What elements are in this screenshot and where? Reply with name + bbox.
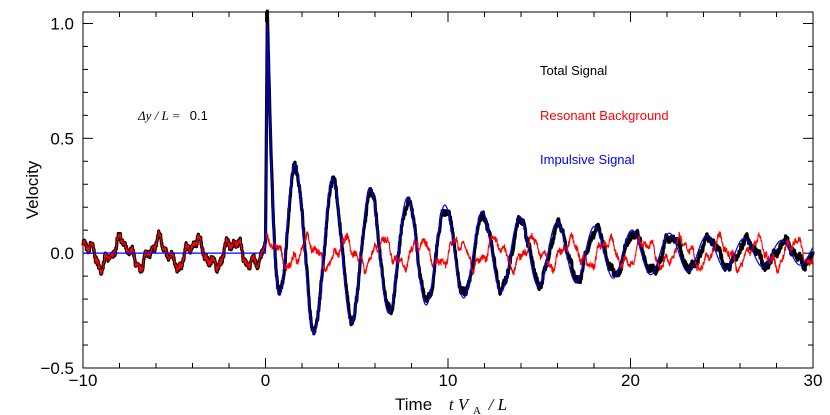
series-layer [81,9,815,336]
x-axis-label-tail: / L [488,395,507,414]
x-axis-label-sub: A [473,405,481,415]
y-tick-label: −0.5 [40,359,74,378]
delta-annotation: Δy / L = 0.1 [137,108,208,123]
x-tick-label: 20 [621,371,640,390]
y-tick-label: 1.0 [50,14,74,33]
delta-annotation-value: 0.1 [190,108,208,123]
series-resonant-background [82,230,814,276]
series-total-signal [81,9,815,336]
legend-impulsive-signal: Impulsive Signal [540,152,635,167]
delta-annotation-label: Δy / L = [137,108,181,123]
x-tick-label: 30 [804,371,823,390]
x-axis-label-math: t V [449,395,471,414]
y-tick-label: 0.5 [50,129,74,148]
x-tick-label: 0 [261,371,270,390]
legend-resonant-background: Resonant Background [540,108,669,123]
x-tick-label: −10 [69,371,98,390]
series-impulsive-signal [83,23,814,334]
y-axis-label: Velocity [23,160,42,219]
x-axis-label: Time t V A / L [395,395,507,415]
x-axis-ticks: −10 0 10 20 30 [69,12,823,390]
x-axis-label-word: Time [395,395,432,414]
y-tick-label: 0.0 [50,244,74,263]
plot-frame [82,11,814,369]
y-axis-ticks: −0.5 0.0 0.5 1.0 [40,14,813,378]
plot-border [82,11,814,369]
x-tick-label: 10 [439,371,458,390]
legend-total-signal: Total Signal [540,63,607,78]
